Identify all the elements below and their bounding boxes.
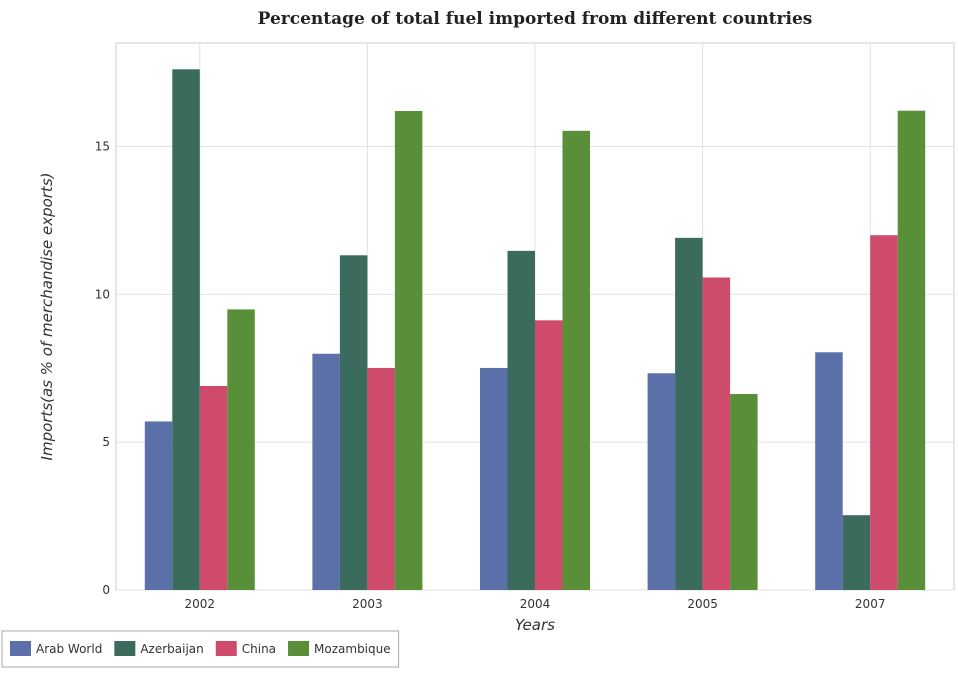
legend-label-mozambique: Mozambique	[314, 642, 391, 656]
bar-mozambique	[562, 130, 590, 590]
bar-azerbaijan	[507, 250, 535, 591]
bar-china	[870, 235, 898, 590]
x-tick-label: 2005	[687, 597, 718, 611]
x-tick-label: 2002	[185, 597, 216, 611]
chart-title: Percentage of total fuel imported from d…	[258, 9, 813, 29]
bars-layer	[144, 69, 926, 591]
y-tick-label: 5	[102, 435, 110, 449]
y-tick-label: 10	[95, 287, 110, 301]
bar-arab-world	[144, 421, 173, 590]
legend-swatch-azerbaijan	[114, 641, 136, 656]
bar-azerbaijan	[339, 255, 368, 590]
bar-china	[367, 367, 395, 590]
legend-frame	[1, 630, 400, 668]
bar-mozambique	[730, 393, 758, 590]
legend: Arab World Azerbaijan China Mozambique	[1, 630, 400, 668]
legend-label-china: China	[242, 642, 276, 656]
legend-label-arab-world: Arab World	[36, 642, 102, 656]
legend-swatch-arab-world	[10, 641, 31, 656]
axis-layer: 0 5 10 15 2002 2003 2004 2005 2007	[95, 139, 886, 611]
bar-arab-world	[480, 367, 508, 590]
y-tick-label: 0	[102, 583, 110, 597]
x-axis-title: Years	[515, 616, 555, 634]
y-tick-label: 15	[95, 139, 110, 153]
x-tick-label: 2004	[520, 597, 551, 611]
bar-mozambique	[897, 110, 926, 591]
y-axis-title: Imports(as % of merchandise exports)	[38, 173, 56, 461]
legend-label-azerbaijan: Azerbaijan	[140, 642, 203, 656]
bar-azerbaijan	[675, 237, 703, 590]
bar-azerbaijan	[172, 69, 200, 591]
legend-swatch-mozambique	[288, 641, 310, 656]
legend-swatch-china	[215, 641, 237, 656]
bar-china	[702, 277, 731, 590]
bar-arab-world	[647, 373, 676, 590]
bar-arab-world	[815, 352, 843, 590]
bar-mozambique	[227, 309, 255, 590]
bar-arab-world	[312, 353, 340, 590]
x-tick-label: 2003	[352, 597, 383, 611]
bar-china	[535, 320, 563, 590]
x-tick-label: 2007	[855, 597, 886, 611]
bar-azerbaijan	[842, 515, 871, 590]
bar-china	[199, 385, 228, 590]
bar-mozambique	[394, 111, 423, 590]
